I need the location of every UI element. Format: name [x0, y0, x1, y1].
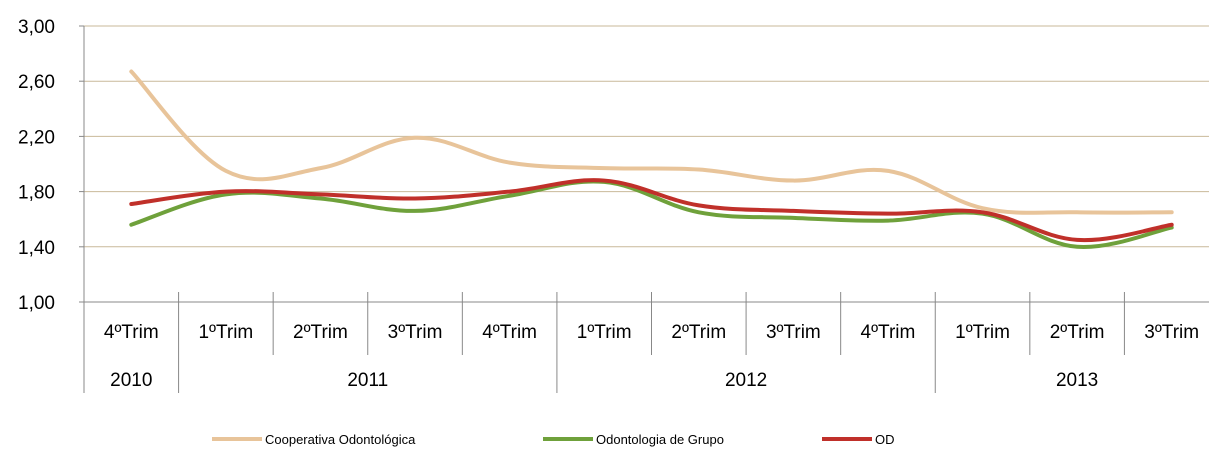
series-line-0 — [129, 69, 1174, 215]
x-tick-label: 3ºTrim — [766, 322, 821, 343]
legend-label-2: OD — [875, 432, 895, 447]
x-tick-label: 2ºTrim — [671, 322, 726, 343]
x-tick-label: 2ºTrim — [293, 322, 348, 343]
x-tick-label: 3ºTrim — [1144, 322, 1199, 343]
x-tick-label: 4ºTrim — [104, 322, 159, 343]
x-tick-label: 3ºTrim — [388, 322, 443, 343]
year-label: 2011 — [347, 370, 388, 391]
x-tick-label: 1ºTrim — [577, 322, 632, 343]
y-axis-ticks: 1,00 1,40 1,80 2,20 2,60 3,00 — [18, 17, 55, 314]
legend: Cooperativa Odontológica Odontologia de G… — [212, 432, 895, 447]
y-tick-label: 1,00 — [18, 293, 55, 314]
series-lines — [129, 69, 1174, 249]
legend-label-0: Cooperativa Odontológica — [265, 432, 416, 447]
y-tick-label: 1,80 — [18, 183, 55, 204]
x-tick-label: 4ºTrim — [861, 322, 916, 343]
series-line-2 — [129, 178, 1174, 243]
x-axis-ticks: 2010 2011 2012 2013 4ºTrim 1ºTrim 2ºTrim 3ºTrim… — [104, 322, 1199, 391]
x-tick-label: 1ºTrim — [955, 322, 1010, 343]
y-tick-label: 3,00 — [18, 17, 55, 38]
axes — [79, 25, 1209, 393]
year-label: 2013 — [1056, 370, 1098, 391]
legend-label-1: Odontologia de Grupo — [596, 432, 724, 447]
y-tick-label: 2,60 — [18, 72, 55, 93]
year-label: 2012 — [725, 370, 767, 391]
y-tick-label: 2,20 — [18, 127, 55, 148]
x-tick-label: 2ºTrim — [1050, 322, 1105, 343]
x-tick-label: 4ºTrim — [482, 322, 537, 343]
year-label: 2010 — [110, 370, 152, 391]
x-tick-label: 1ºTrim — [198, 322, 253, 343]
y-tick-label: 1,40 — [18, 238, 55, 259]
